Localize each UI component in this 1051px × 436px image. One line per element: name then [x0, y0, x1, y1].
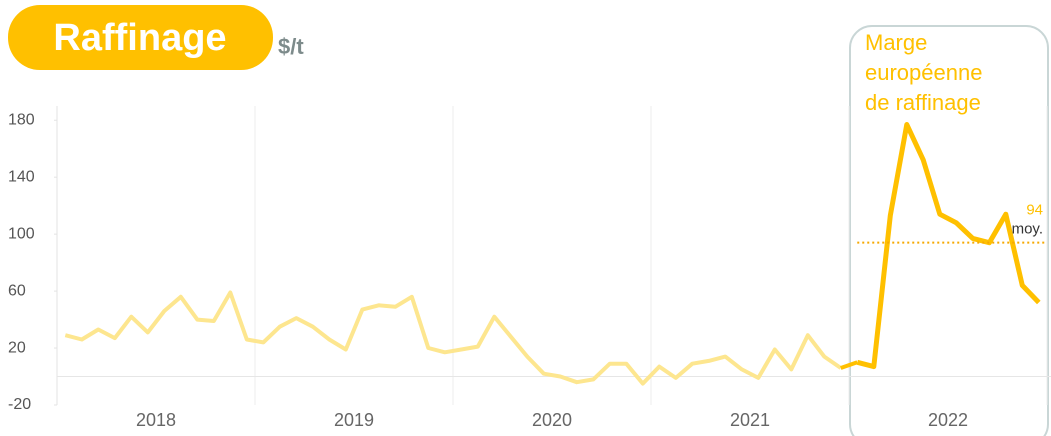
- y-tick-label: 60: [8, 282, 26, 299]
- title-pill: [8, 5, 273, 70]
- x-tick-label: 2020: [532, 410, 572, 430]
- x-tick-label: 2018: [136, 410, 176, 430]
- y-tick-label: -20: [8, 396, 31, 413]
- annotation: Marge: [865, 30, 927, 55]
- x-tick-label: 2022: [928, 410, 968, 430]
- y-tick-label: 20: [8, 339, 26, 356]
- data-line: [64, 290, 842, 386]
- y-tick-label: 100: [8, 225, 35, 242]
- average-value: 94: [1026, 202, 1043, 219]
- highlight-box: [849, 25, 1049, 436]
- chart-title: Raffinage: [53, 17, 226, 59]
- y-tick-label: 180: [8, 111, 35, 128]
- series-connector: [840, 360, 858, 370]
- unit-label: $/t: [278, 34, 304, 59]
- annotation: de raffinage: [865, 90, 981, 115]
- average-label: moy.: [1012, 221, 1043, 238]
- data-line: [856, 122, 1041, 370]
- annotation: européenne: [865, 60, 982, 85]
- y-tick-label: 140: [8, 168, 35, 185]
- x-tick-label: 2021: [730, 410, 770, 430]
- x-tick-label: 2019: [334, 410, 374, 430]
